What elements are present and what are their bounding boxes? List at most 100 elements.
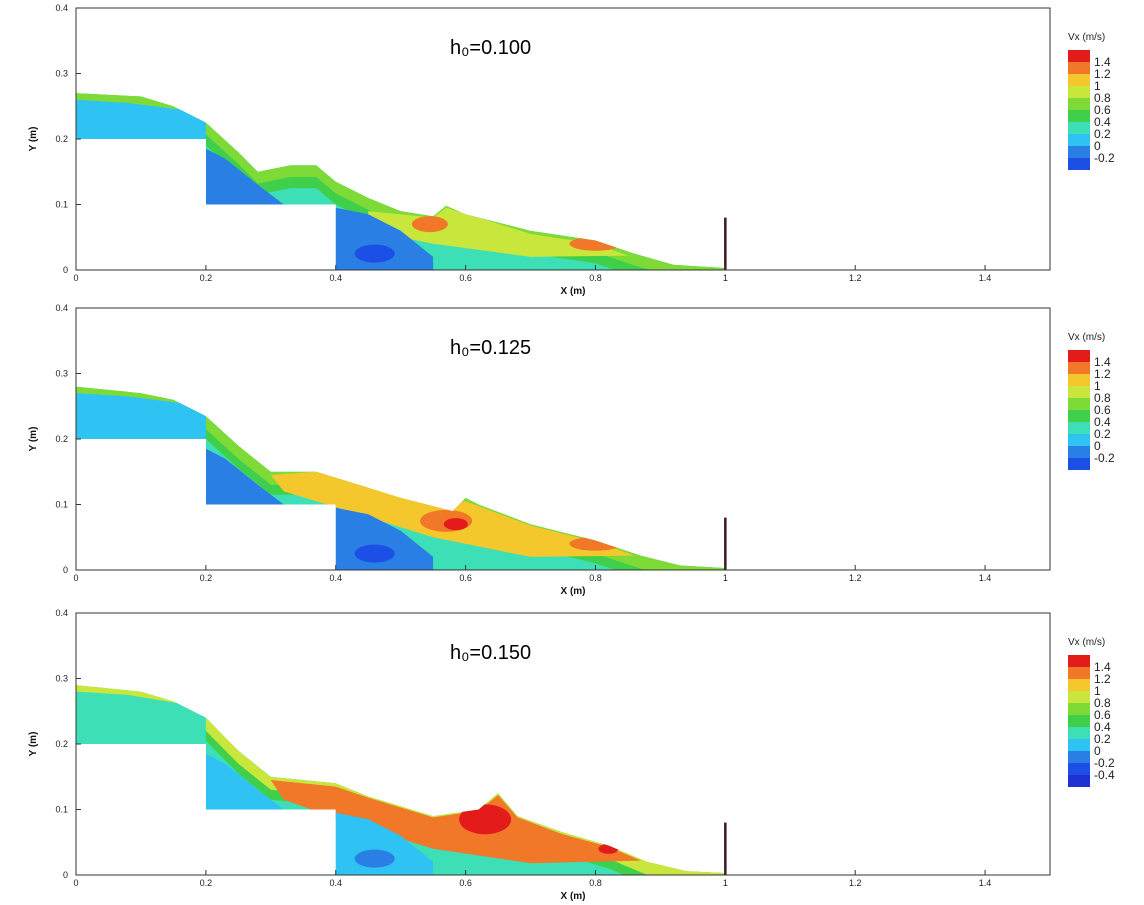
legend-entry: 0.2 bbox=[1094, 127, 1111, 141]
velocity-zone-peak-1 bbox=[411, 216, 448, 233]
legend-entry: 0.2 bbox=[1094, 427, 1111, 441]
legend-swatch bbox=[1068, 74, 1090, 86]
contour-plot-1: 0 0.2 0.4 0.6 0.8 1 1.2 1.400.10.20.30.4X (m)Y … bbox=[28, 3, 1115, 297]
legend-entry: 0.2 bbox=[1094, 732, 1111, 746]
recirculation-core bbox=[354, 544, 395, 563]
y-axis-title: Y (m) bbox=[28, 427, 39, 452]
x-tick-label: 1.4 bbox=[979, 878, 992, 888]
legend-title: Vx (m/s) bbox=[1068, 637, 1105, 648]
velocity-zone-peak-2 bbox=[569, 536, 622, 551]
legend-swatch bbox=[1068, 434, 1090, 446]
legend-swatch bbox=[1068, 146, 1090, 158]
velocity-zone-inlet bbox=[76, 691, 206, 744]
legend-swatch bbox=[1068, 446, 1090, 458]
contour-plot-3: 0 0.2 0.4 0.6 0.8 1 1.2 1.400.10.20.30.4X (m)Y … bbox=[28, 608, 1115, 902]
legend-swatch bbox=[1068, 134, 1090, 146]
contour-panel-2: 0 0.2 0.4 0.6 0.8 1 1.2 1.4 0 0.1 0.2 0.3 0.4 X (m) Y … bbox=[0, 300, 1144, 600]
x-tick-label: 0.4 bbox=[329, 878, 342, 888]
velocity-zone-max bbox=[443, 518, 468, 531]
x-tick-label: 0 bbox=[73, 573, 78, 583]
legend-swatch bbox=[1068, 350, 1090, 362]
legend-swatch bbox=[1068, 763, 1090, 775]
legend-entry: 0.4 bbox=[1094, 415, 1111, 429]
y-tick-label: 0.2 bbox=[55, 434, 68, 444]
legend-entry: 0.6 bbox=[1094, 708, 1111, 722]
x-tick-label: 1.2 bbox=[849, 273, 862, 283]
y-tick-label: 0.4 bbox=[55, 608, 68, 618]
legend-entry: 0 bbox=[1094, 139, 1101, 153]
velocity-zone-max bbox=[459, 804, 512, 835]
recirculation-core bbox=[354, 849, 395, 868]
legend-entry: -0.2 bbox=[1094, 451, 1115, 465]
y-axis-title: Y (m) bbox=[28, 732, 39, 757]
legend-entry: 1 bbox=[1094, 379, 1101, 393]
y-tick-label: 0.1 bbox=[55, 500, 68, 510]
velocity-zone-peak-2 bbox=[598, 843, 619, 854]
legend-entry: 0.8 bbox=[1094, 391, 1111, 405]
y-tick-label: 0.1 bbox=[55, 200, 68, 210]
case-label: h₀=0.125 bbox=[450, 337, 531, 359]
legend-swatch bbox=[1068, 703, 1090, 715]
legend-entry: 0.8 bbox=[1094, 91, 1111, 105]
water-body bbox=[76, 685, 726, 875]
legend-entry: -0.2 bbox=[1094, 151, 1115, 165]
legend-entry: 0.4 bbox=[1094, 115, 1111, 129]
y-tick-label: 0.1 bbox=[55, 805, 68, 815]
legend-swatch bbox=[1068, 158, 1090, 170]
x-axis-title: X (m) bbox=[561, 891, 586, 902]
case-label: h₀=0.100 bbox=[450, 37, 531, 59]
legend-swatch bbox=[1068, 62, 1090, 74]
legend-swatch bbox=[1068, 727, 1090, 739]
x-tick-label: 1 bbox=[723, 273, 728, 283]
legend-entry: 0.4 bbox=[1094, 720, 1111, 734]
legend-swatch bbox=[1068, 386, 1090, 398]
legend-title: Vx (m/s) bbox=[1068, 32, 1105, 43]
recirculation-zone-step-2 bbox=[205, 448, 284, 505]
legend-entry: 0.8 bbox=[1094, 696, 1111, 710]
velocity-zone-inlet bbox=[76, 393, 206, 439]
legend-entry: 0.6 bbox=[1094, 103, 1111, 117]
x-tick-label: 0 bbox=[73, 273, 78, 283]
velocity-zone-peak-2 bbox=[569, 236, 622, 251]
legend-swatch bbox=[1068, 122, 1090, 134]
contour-plot-2: 0 0.2 0.4 0.6 0.8 1 1.2 1.400.10.20.30.4X (m)Y … bbox=[28, 303, 1115, 597]
y-tick-label: 0.2 bbox=[55, 739, 68, 749]
water-body bbox=[76, 93, 726, 270]
x-tick-label: 0.8 bbox=[589, 273, 602, 283]
x-tick-label: 0.2 bbox=[200, 273, 213, 283]
legend-entry: -0.2 bbox=[1094, 756, 1115, 770]
legend-entry: -0.4 bbox=[1094, 768, 1115, 782]
legend-swatch bbox=[1068, 86, 1090, 98]
contour-panel-3: 0 0.2 0.4 0.6 0.8 1 1.2 1.4 0 0.1 0.2 0.3 0.4 X (m) Y … bbox=[0, 605, 1144, 905]
y-axis-title: Y (m) bbox=[28, 127, 39, 152]
legend-swatch bbox=[1068, 775, 1090, 787]
legend-title: Vx (m/s) bbox=[1068, 332, 1105, 343]
y-tick-label: 0.3 bbox=[55, 674, 68, 684]
legend-swatch bbox=[1068, 374, 1090, 386]
velocity-band-upper bbox=[76, 93, 726, 270]
legend-entry: 0 bbox=[1094, 744, 1101, 758]
y-tick-label: 0.4 bbox=[55, 303, 68, 313]
x-tick-label: 1 bbox=[723, 878, 728, 888]
y-tick-label: 0.2 bbox=[55, 134, 68, 144]
x-tick-label: 0.4 bbox=[329, 273, 342, 283]
y-tick-label: 0 bbox=[63, 265, 68, 275]
y-tick-label: 0.3 bbox=[55, 69, 68, 79]
x-tick-label: 0.6 bbox=[459, 878, 472, 888]
x-axis-title: X (m) bbox=[561, 286, 586, 297]
x-tick-label: 0.8 bbox=[589, 878, 602, 888]
legend-swatch bbox=[1068, 50, 1090, 62]
recirculation-zone-step-2 bbox=[205, 148, 284, 205]
legend-swatch bbox=[1068, 398, 1090, 410]
contour-panel-1: 0 0.2 0.4 0.6 0.8 1 1.2 1.4 0 0.1 0.2 0.3 0.4 X (m) Y … bbox=[0, 0, 1144, 300]
x-tick-label: 0.8 bbox=[589, 573, 602, 583]
legend-swatch bbox=[1068, 739, 1090, 751]
legend-swatch bbox=[1068, 751, 1090, 763]
x-axis-title: X (m) bbox=[561, 586, 586, 597]
legend-entry: 1.4 bbox=[1094, 660, 1111, 674]
velocity-band-upper bbox=[76, 386, 726, 570]
x-tick-label: 0 bbox=[73, 878, 78, 888]
legend-entry: 1.2 bbox=[1094, 367, 1111, 381]
case-label: h₀=0.150 bbox=[450, 642, 531, 664]
x-tick-label: 0.6 bbox=[459, 573, 472, 583]
